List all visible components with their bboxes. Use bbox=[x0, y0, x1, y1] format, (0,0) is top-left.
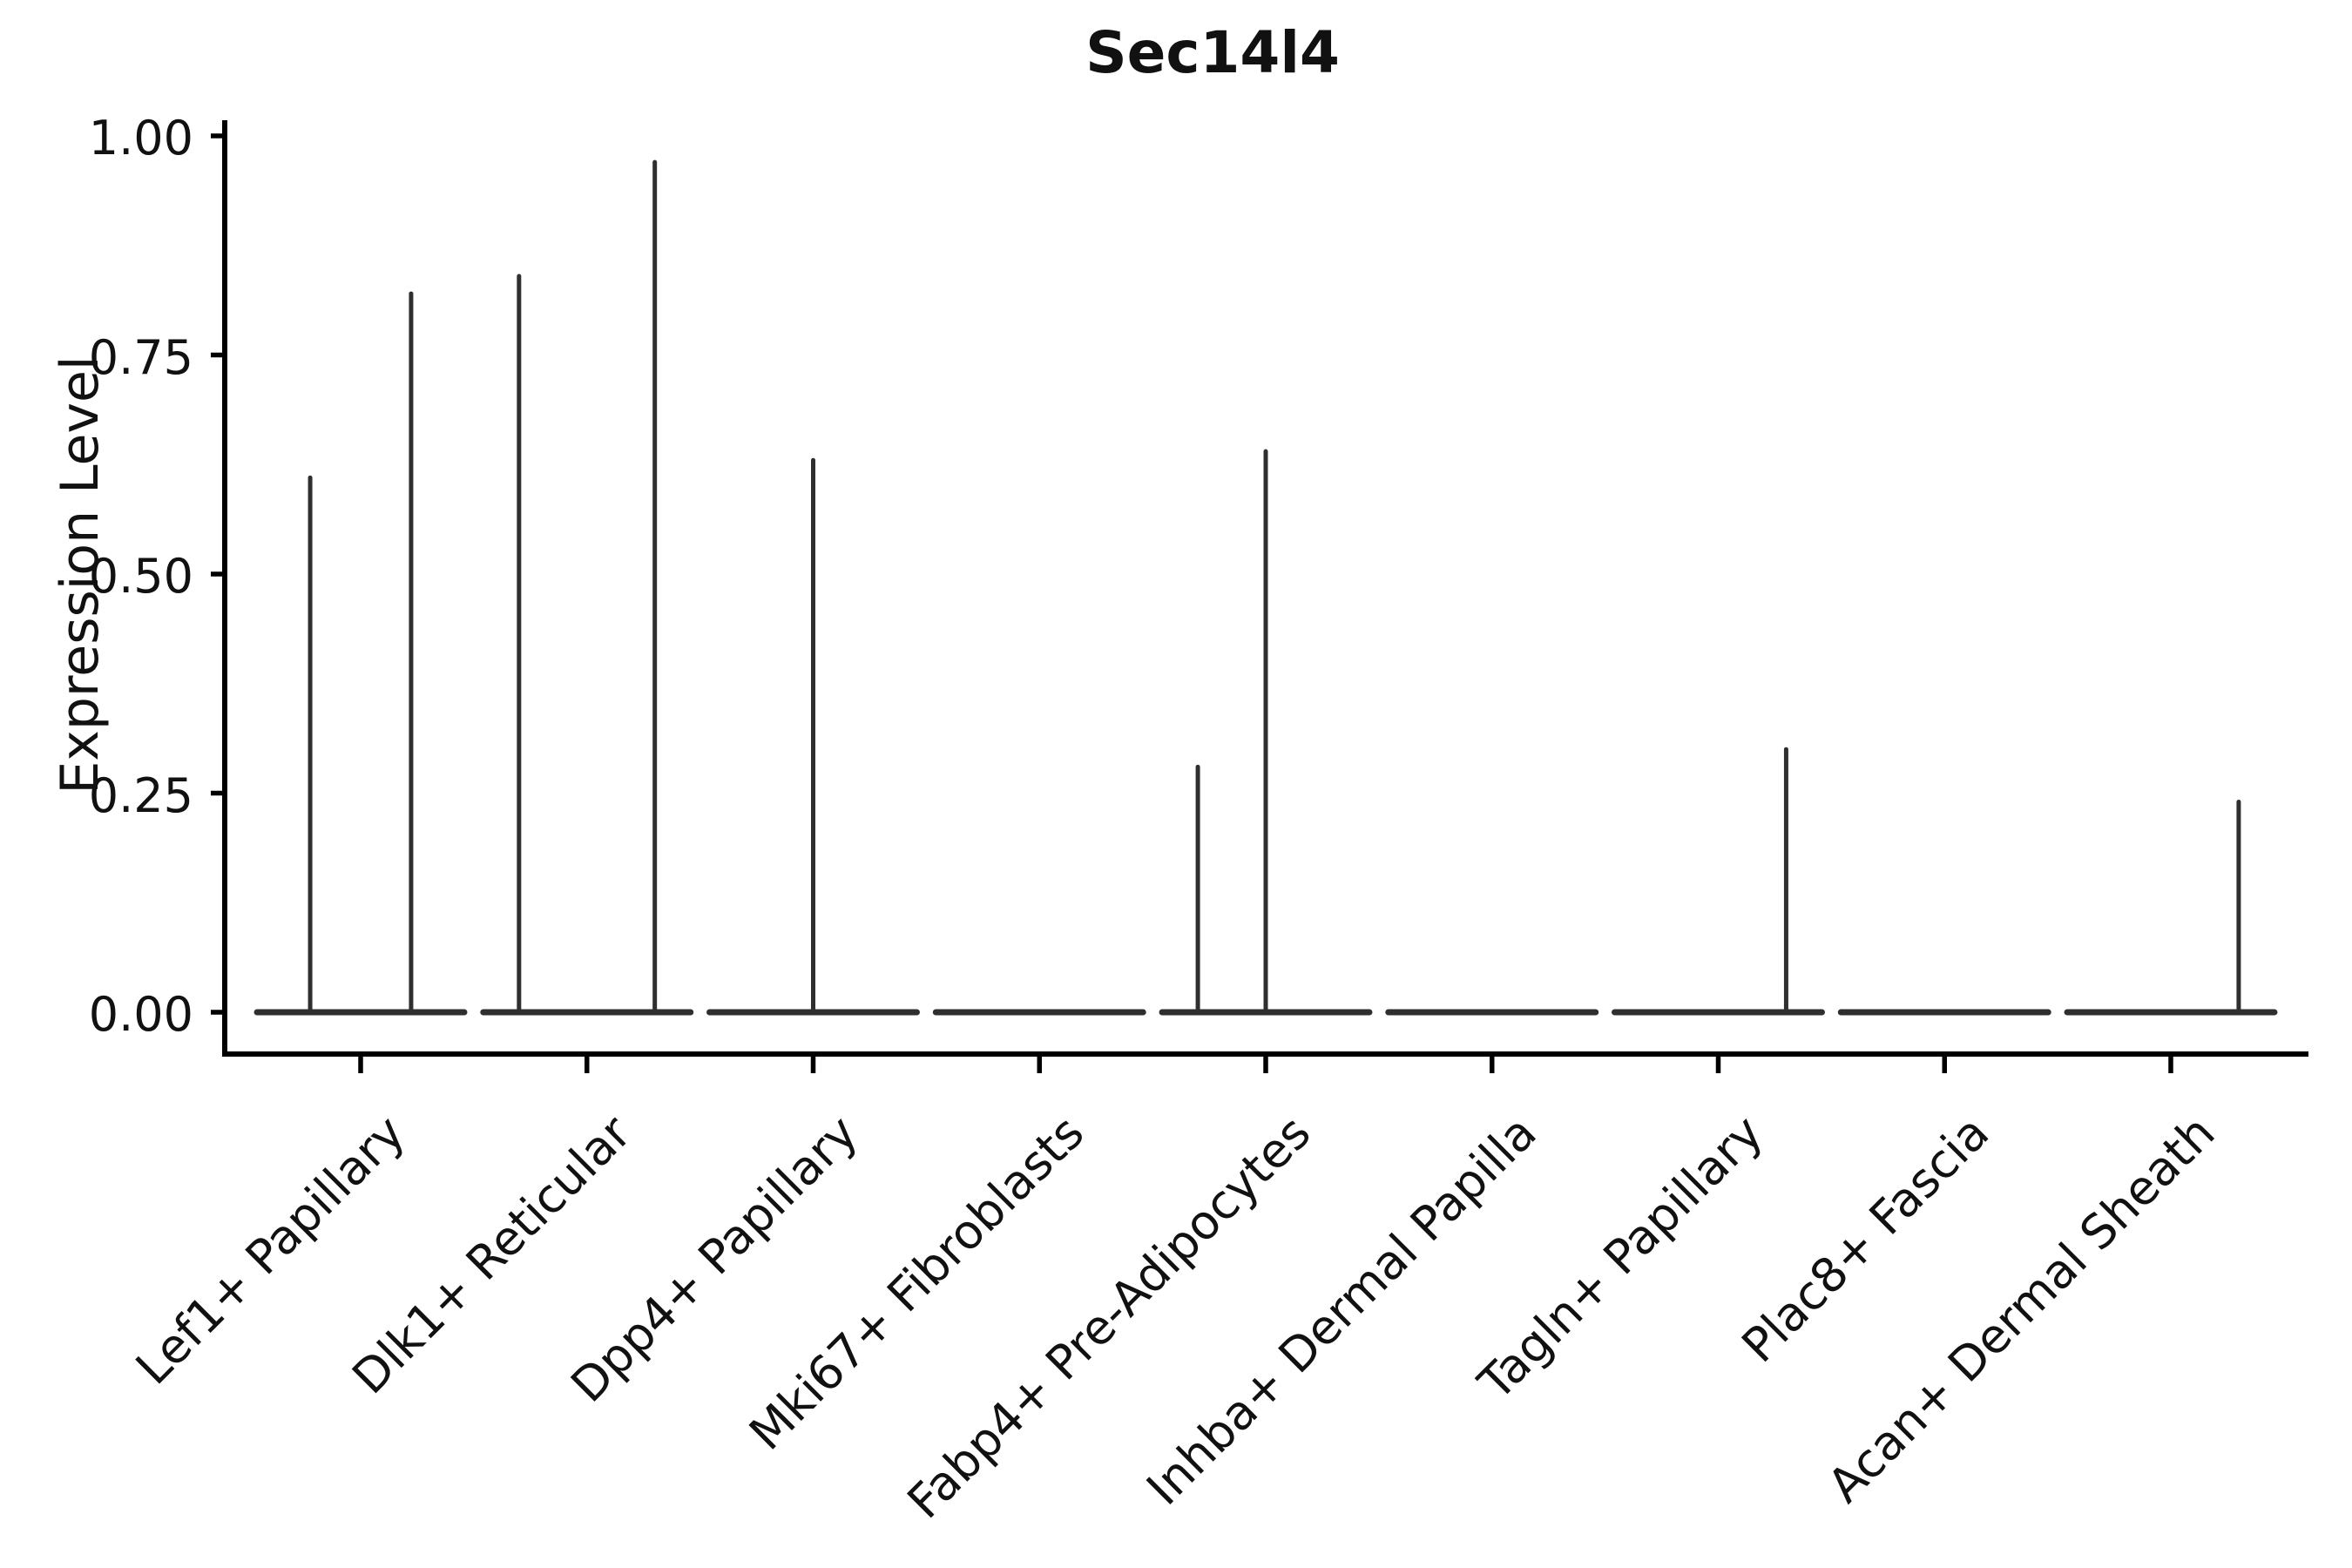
chart-title: Sec14l4 bbox=[1085, 19, 1340, 86]
y-tick-label: 0.25 bbox=[88, 767, 193, 823]
y-tick-label: 0.50 bbox=[88, 549, 193, 604]
y-tick-label: 1.00 bbox=[88, 111, 193, 166]
y-tick-label: 0.75 bbox=[88, 329, 193, 385]
y-tick-label: 0.00 bbox=[88, 987, 193, 1042]
